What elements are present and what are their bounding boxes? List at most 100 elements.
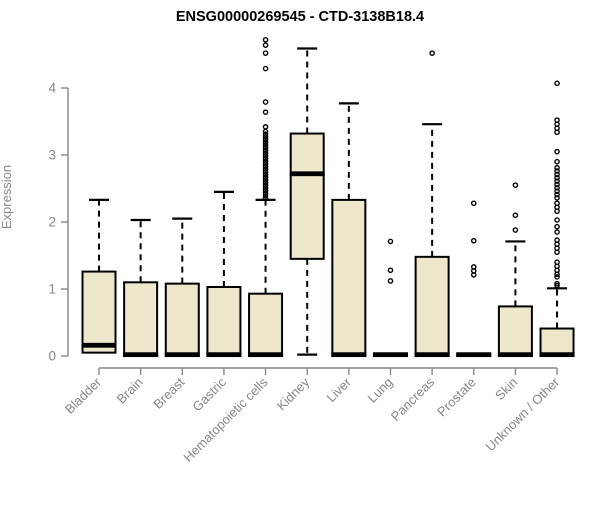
outlier-point: [262, 179, 269, 186]
outlier-point: [554, 80, 560, 87]
outlier-point: [262, 42, 269, 48]
box-group-hematopoietic-cells: [248, 36, 284, 358]
iqr-box: [289, 132, 325, 260]
median-line: [331, 352, 367, 358]
box-group-kidney: [289, 47, 325, 356]
outlier-point: [262, 99, 269, 105]
x-tick-label-breast: Breast: [150, 374, 187, 411]
box-group-brain: [123, 218, 159, 358]
median-line: [456, 352, 492, 358]
box-group-gastric: [206, 190, 242, 358]
y-tick-label: 4: [48, 81, 56, 96]
outlier-point: [512, 227, 519, 233]
outlier-point: [262, 163, 269, 170]
outlier-point: [554, 249, 560, 255]
outlier-point: [262, 190, 269, 196]
outlier-point: [262, 128, 269, 135]
x-tick-label-gastric: Gastric: [189, 374, 229, 414]
outlier-point: [554, 191, 560, 198]
y-tick-label: 0: [48, 349, 56, 364]
y-axis-label: Expression: [0, 165, 14, 229]
outlier-point: [470, 272, 477, 278]
outlier-point: [554, 171, 560, 178]
median-line: [123, 352, 159, 358]
box-group-unknown-other: [539, 80, 575, 358]
outlier-point: [554, 208, 560, 215]
iqr-box: [539, 327, 575, 357]
outlier-point: [262, 150, 269, 156]
outlier-point: [512, 212, 519, 219]
outlier-point: [512, 182, 519, 188]
median-line: [81, 342, 117, 348]
outlier-point: [262, 109, 269, 115]
iqr-box: [497, 305, 533, 358]
iqr-box: [414, 255, 450, 357]
median-line: [414, 352, 450, 358]
outlier-point: [262, 139, 269, 146]
x-tick-label-kidney: Kidney: [274, 374, 313, 413]
box-group-bladder: [81, 198, 117, 354]
outlier-point: [262, 147, 269, 154]
outlier-point: [262, 182, 269, 188]
outlier-point: [554, 195, 560, 201]
outlier-point: [554, 148, 560, 155]
box-group-liver: [331, 102, 367, 358]
x-tick-label-prostate: Prostate: [434, 375, 479, 420]
outlier-point: [262, 176, 269, 183]
x-tick-label-unknown-other: Unknown / Other: [483, 374, 563, 454]
box-group-skin: [497, 182, 533, 358]
outlier-point: [470, 237, 477, 244]
outlier-point: [429, 50, 435, 56]
outlier-point: [554, 282, 560, 289]
median-line: [539, 352, 575, 358]
median-line: [248, 352, 284, 358]
chart-title: ENSG00000269545 - CTD-3138B18.4: [176, 9, 424, 25]
outlier-point: [470, 200, 477, 207]
outlier-point: [262, 144, 269, 151]
outlier-point: [554, 181, 560, 188]
outlier-point: [262, 174, 269, 180]
median-line: [289, 171, 325, 177]
outlier-point: [262, 131, 269, 138]
outlier-point: [262, 193, 269, 199]
median-line: [206, 352, 242, 358]
outlier-point: [387, 267, 394, 274]
outlier-point: [554, 271, 560, 278]
box-group-prostate: [456, 200, 492, 358]
iqr-box: [206, 285, 242, 357]
x-tick-label-liver: Liver: [323, 374, 354, 405]
box-series: [81, 36, 575, 358]
x-tick-label-skin: Skin: [492, 375, 520, 403]
x-tick-label-brain: Brain: [114, 375, 146, 407]
outlier-point: [554, 168, 560, 174]
outlier-point: [554, 217, 560, 223]
median-line: [372, 352, 408, 358]
outlier-point: [554, 229, 560, 235]
outlier-point: [262, 195, 269, 202]
outlier-point: [554, 164, 560, 171]
outlier-point: [262, 160, 269, 167]
median-line: [497, 352, 533, 358]
y-tick-label: 2: [48, 215, 56, 230]
box-group-breast: [164, 217, 200, 358]
outlier-point: [554, 185, 560, 191]
outlier-point: [262, 185, 269, 191]
outlier-point: [554, 178, 560, 184]
box-group-pancreas: [414, 50, 450, 358]
box-group-lung: [372, 238, 408, 358]
outlier-point: [554, 274, 560, 280]
x-tick-label-bladder: Bladder: [62, 374, 105, 417]
median-line: [164, 352, 200, 358]
outlier-point: [262, 155, 269, 162]
outlier-point: [262, 168, 269, 175]
outlier-point: [262, 134, 269, 140]
outlier-point: [262, 65, 269, 72]
x-tick-label-pancreas: Pancreas: [388, 374, 438, 424]
outlier-point: [262, 142, 269, 148]
outlier-point: [262, 158, 269, 164]
outlier-point: [554, 223, 560, 230]
outlier-point: [262, 166, 269, 172]
y-tick-label: 1: [48, 282, 56, 297]
outlier-point: [387, 238, 394, 245]
